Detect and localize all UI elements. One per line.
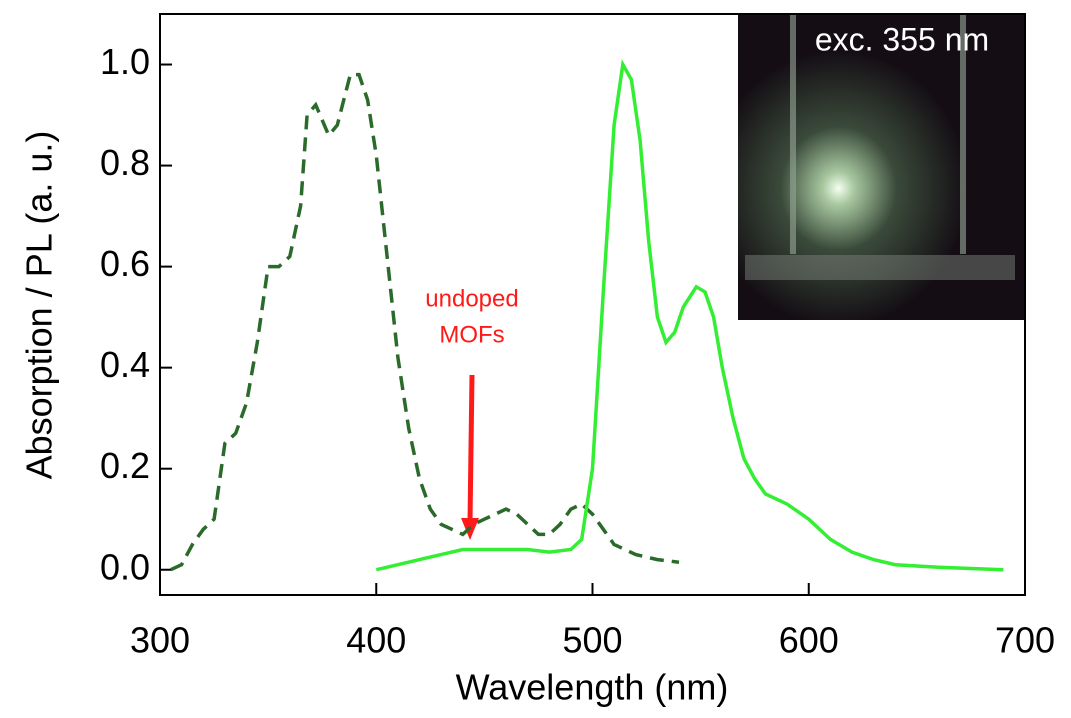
x-tick-label: 400: [346, 620, 406, 661]
annotation-arrow: [461, 374, 479, 540]
inset-photo: [738, 14, 1025, 320]
x-tick-label: 700: [995, 620, 1055, 661]
annotation: MOFs: [439, 321, 504, 348]
y-tick-label: 0.4: [100, 344, 150, 385]
inset-label: exc. 355 nm: [815, 21, 989, 57]
x-tick-label: 600: [779, 620, 839, 661]
annotation: undoped: [425, 285, 518, 312]
series-line: [170, 72, 680, 572]
y-axis-label: Absorption / PL (a. u.): [19, 131, 60, 480]
y-tick-label: 0.6: [100, 243, 150, 284]
y-tick-label: 0.8: [100, 142, 150, 183]
y-tick-label: 1.0: [100, 41, 150, 82]
y-tick-label: 0.2: [100, 445, 150, 486]
x-tick-label: 300: [130, 620, 190, 661]
series-line: [375, 59, 1004, 572]
y-tick-label: 0.0: [100, 546, 150, 587]
x-axis-label: Wavelength (nm): [456, 667, 729, 708]
x-tick-label: 500: [562, 620, 622, 661]
